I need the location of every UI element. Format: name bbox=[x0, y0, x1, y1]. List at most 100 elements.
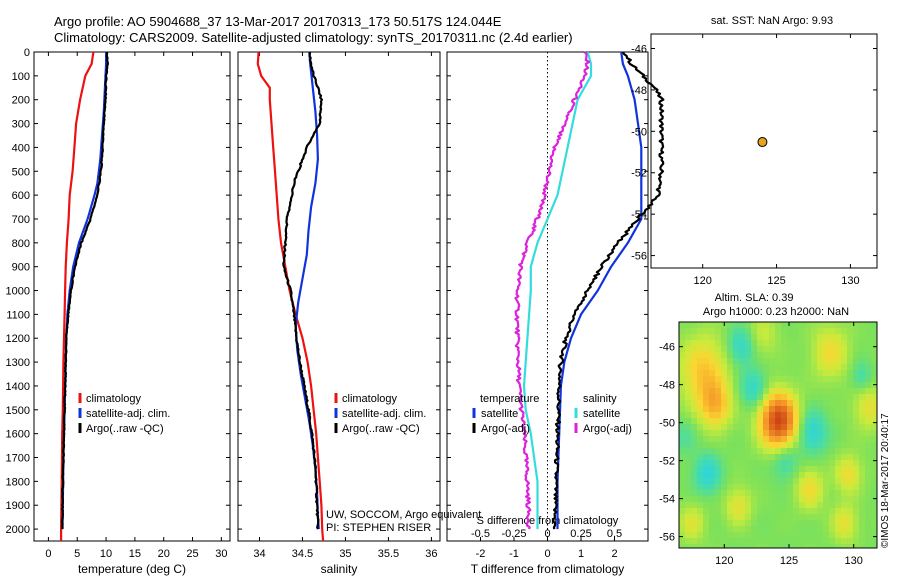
sla-cell bbox=[751, 532, 757, 538]
sla-cell bbox=[691, 376, 697, 382]
sla-cell bbox=[847, 478, 853, 484]
sla-cell bbox=[697, 340, 703, 346]
sla-cell bbox=[745, 532, 751, 538]
sla-cell bbox=[721, 364, 727, 370]
sla-cell bbox=[715, 412, 721, 418]
sla-cell bbox=[781, 484, 787, 490]
sla-cell bbox=[817, 508, 823, 514]
sla-cell bbox=[829, 448, 835, 454]
sst-lon-label: 125 bbox=[767, 275, 785, 287]
sla-cell bbox=[829, 358, 835, 364]
sla-cell bbox=[775, 472, 781, 478]
sla-cell bbox=[691, 412, 697, 418]
sla-cell bbox=[787, 418, 793, 424]
sla-cell bbox=[835, 508, 841, 514]
sla-cell bbox=[817, 442, 823, 448]
depth-tick-label: 800 bbox=[12, 238, 30, 250]
sla-cell bbox=[853, 532, 859, 538]
sla-cell bbox=[871, 520, 877, 526]
sla-cell bbox=[721, 472, 727, 478]
sla-cell bbox=[709, 394, 715, 400]
sla-cell bbox=[865, 436, 871, 442]
sla-cell bbox=[781, 364, 787, 370]
sla-cell bbox=[847, 400, 853, 406]
sla-cell bbox=[733, 490, 739, 496]
sla-cell bbox=[727, 388, 733, 394]
sla-cell bbox=[733, 364, 739, 370]
sla-cell bbox=[727, 412, 733, 418]
sla-cell bbox=[703, 436, 709, 442]
sla-cell bbox=[727, 328, 733, 334]
sla-cell bbox=[787, 334, 793, 340]
sla-cell bbox=[769, 490, 775, 496]
sla-cell bbox=[739, 502, 745, 508]
sla-cell bbox=[811, 454, 817, 460]
sla-cell bbox=[715, 394, 721, 400]
sla-cell bbox=[757, 328, 763, 334]
sla-cell bbox=[679, 406, 685, 412]
sla-cell bbox=[805, 490, 811, 496]
sla-cell bbox=[745, 382, 751, 388]
sla-cell bbox=[757, 484, 763, 490]
sla-cell bbox=[697, 364, 703, 370]
sla-cell bbox=[727, 454, 733, 460]
sla-cell bbox=[709, 322, 715, 328]
sla-cell bbox=[727, 382, 733, 388]
sla-cell bbox=[817, 454, 823, 460]
sla-cell bbox=[871, 508, 877, 514]
difference-xtick-label: 1 bbox=[578, 548, 584, 560]
sla-cell bbox=[775, 364, 781, 370]
sla-cell bbox=[829, 538, 835, 544]
sla-cell bbox=[835, 544, 841, 548]
sla-cell bbox=[715, 502, 721, 508]
sla-cell bbox=[709, 430, 715, 436]
sla-cell bbox=[805, 544, 811, 548]
sla-cell bbox=[763, 412, 769, 418]
sla-cell bbox=[781, 406, 787, 412]
sla-cell bbox=[781, 328, 787, 334]
sla-cell bbox=[817, 412, 823, 418]
sla-cell bbox=[871, 514, 877, 520]
sla-cell bbox=[745, 376, 751, 382]
sla-cell bbox=[757, 382, 763, 388]
sla-cell bbox=[823, 424, 829, 430]
sla-cell bbox=[781, 370, 787, 376]
sla-cell bbox=[829, 508, 835, 514]
sla-cell bbox=[727, 436, 733, 442]
sla-cell bbox=[775, 496, 781, 502]
sla-cell bbox=[805, 328, 811, 334]
sla-cell bbox=[787, 490, 793, 496]
sla-cell bbox=[691, 424, 697, 430]
sla-cell bbox=[865, 508, 871, 514]
depth-tick-label: 0 bbox=[24, 47, 30, 59]
sla-cell bbox=[805, 394, 811, 400]
sla-cell bbox=[775, 484, 781, 490]
sla-cell bbox=[691, 370, 697, 376]
sla-cell bbox=[697, 328, 703, 334]
sla-cell bbox=[775, 394, 781, 400]
sla-cell bbox=[859, 478, 865, 484]
sla-cell bbox=[811, 352, 817, 358]
sla-cell bbox=[679, 388, 685, 394]
sla-cell bbox=[691, 442, 697, 448]
salinity-plot-frame bbox=[237, 51, 441, 542]
sla-cell bbox=[691, 346, 697, 352]
sla-cell bbox=[769, 436, 775, 442]
sla-cell bbox=[757, 370, 763, 376]
sla-cell bbox=[727, 364, 733, 370]
sla-cell bbox=[829, 454, 835, 460]
sla-cell bbox=[781, 382, 787, 388]
sla-cell bbox=[799, 436, 805, 442]
sla-cell bbox=[835, 334, 841, 340]
sla-cell bbox=[751, 460, 757, 466]
sla-cell bbox=[757, 322, 763, 328]
sla-cell bbox=[853, 412, 859, 418]
sla-cell bbox=[757, 520, 763, 526]
sla-cell bbox=[679, 358, 685, 364]
sla-cell bbox=[745, 484, 751, 490]
sla-cell bbox=[745, 466, 751, 472]
sla-cell bbox=[697, 544, 703, 548]
sla-cell bbox=[733, 322, 739, 328]
sla-cell bbox=[805, 484, 811, 490]
sla-cell bbox=[817, 484, 823, 490]
